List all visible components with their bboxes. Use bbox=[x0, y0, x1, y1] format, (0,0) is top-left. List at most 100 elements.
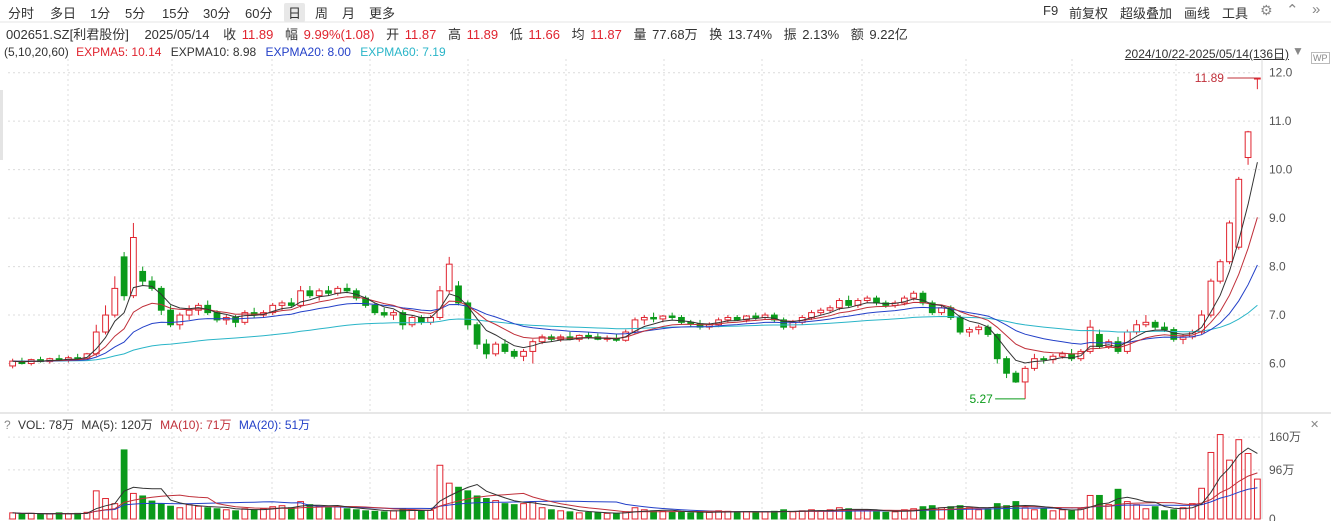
volume-bar bbox=[64, 513, 72, 520]
candle-body bbox=[241, 312, 249, 323]
amplitude-label: 振 bbox=[783, 27, 797, 42]
f9-button[interactable]: F9 bbox=[1043, 3, 1059, 18]
vol-ma20-line bbox=[12, 487, 1258, 515]
candle-body bbox=[306, 290, 314, 297]
adjust-button[interactable]: 前复权 bbox=[1069, 6, 1109, 21]
help-icon[interactable]: ? bbox=[4, 418, 11, 432]
quote-info-bar: 002651.SZ[利君股份] 2025/05/14 收 11.89 幅 9.9… bbox=[6, 24, 910, 42]
volume-tick-label: 96万 bbox=[1269, 463, 1294, 477]
close-volume-icon[interactable]: ✕ bbox=[1310, 419, 1320, 431]
expma-params[interactable]: (5,10,20,60) bbox=[4, 45, 69, 59]
candle-body bbox=[650, 316, 657, 320]
period-tab-month[interactable]: 月 bbox=[342, 6, 356, 21]
expma60-line bbox=[12, 304, 1258, 362]
period-tab-week[interactable]: 周 bbox=[315, 6, 329, 21]
volume-bar bbox=[436, 464, 444, 520]
period-tab-more[interactable]: 更多 bbox=[369, 6, 396, 21]
volume-bar bbox=[1161, 510, 1168, 520]
overlay-button[interactable]: 超级叠加 bbox=[1120, 6, 1173, 21]
period-tab-1min[interactable]: 1分 bbox=[90, 6, 111, 21]
volume-bar bbox=[455, 486, 462, 520]
volume-bar bbox=[966, 507, 973, 520]
draw-line-button[interactable]: 画线 bbox=[1184, 6, 1211, 21]
candle-body bbox=[659, 315, 667, 320]
volume-bar bbox=[1188, 503, 1196, 520]
volume-bar bbox=[900, 509, 908, 520]
volume-tick-label: 0 bbox=[1269, 512, 1276, 521]
period-tab-60min[interactable]: 60分 bbox=[245, 6, 273, 21]
date-range-selector[interactable]: 2024/10/22-2025/05/14(136日) bbox=[1124, 47, 1289, 61]
expand-icon[interactable]: » bbox=[1312, 1, 1321, 18]
volume-bar bbox=[130, 492, 137, 520]
volume-bar bbox=[1077, 508, 1085, 520]
volume-bar bbox=[445, 482, 453, 520]
volume-bar bbox=[1012, 501, 1020, 520]
candle-body bbox=[1021, 367, 1029, 383]
candle-body bbox=[325, 290, 332, 294]
volume-bar bbox=[1179, 507, 1187, 520]
candle-body bbox=[678, 316, 685, 323]
candle-body bbox=[1244, 131, 1252, 159]
volume-bar bbox=[185, 504, 193, 520]
price-tick-label: 9.0 bbox=[1269, 211, 1286, 225]
period-tab-15min[interactable]: 15分 bbox=[162, 6, 190, 21]
candle-body bbox=[975, 326, 983, 331]
candle-body bbox=[482, 343, 490, 355]
range-dropdown-icon[interactable]: ▼ bbox=[1292, 44, 1304, 58]
volume-bar bbox=[278, 505, 286, 520]
collapse-icon[interactable]: ⌃ bbox=[1286, 2, 1299, 19]
volume-bar bbox=[548, 509, 555, 520]
volume-bar bbox=[195, 505, 202, 520]
volume-bar bbox=[1096, 494, 1103, 520]
vol-ma5: MA(5): 120万 bbox=[81, 418, 153, 432]
candle-body bbox=[427, 316, 435, 323]
volume-bar bbox=[687, 512, 695, 520]
candle-body bbox=[148, 280, 156, 289]
open-label: 开 bbox=[386, 27, 400, 42]
candle-body bbox=[826, 307, 834, 311]
volume-bar bbox=[176, 507, 184, 520]
volume-bar bbox=[873, 511, 880, 520]
volume-bar bbox=[984, 508, 992, 520]
candle-body bbox=[185, 309, 193, 316]
candle-body bbox=[1003, 358, 1010, 374]
candle-body bbox=[1170, 329, 1178, 340]
volume-bar bbox=[808, 509, 815, 520]
candle-body bbox=[380, 312, 388, 316]
settings-icon[interactable]: ⚙ bbox=[1260, 2, 1273, 18]
candle-body bbox=[1058, 353, 1066, 357]
volume-bar bbox=[817, 510, 825, 520]
volume-bar bbox=[222, 509, 230, 520]
volume-bar bbox=[269, 506, 277, 520]
volume-bar bbox=[1244, 452, 1252, 520]
volume-bar bbox=[352, 509, 360, 520]
candle-body bbox=[780, 319, 788, 328]
amplitude-value: 2.13% bbox=[802, 27, 840, 42]
volume-bar bbox=[260, 508, 267, 520]
tools-button[interactable]: 工具 bbox=[1222, 6, 1249, 21]
volume-bar bbox=[241, 508, 249, 520]
candle-body bbox=[102, 314, 109, 333]
period-tab-5min[interactable]: 5分 bbox=[125, 6, 146, 21]
wp-icon[interactable]: WP bbox=[1311, 52, 1330, 64]
period-tab-30min[interactable]: 30分 bbox=[203, 6, 231, 21]
volume-bar bbox=[325, 507, 332, 520]
volume-bar bbox=[613, 513, 620, 520]
period-tab-multiday[interactable]: 多日 bbox=[50, 6, 77, 21]
volume-bar bbox=[371, 510, 379, 520]
period-tab-fenshi[interactable]: 分时 bbox=[8, 6, 35, 21]
candle-body bbox=[139, 270, 147, 282]
volume-bar bbox=[27, 512, 35, 520]
volume-bar bbox=[1133, 504, 1140, 520]
volume-legend: ? VOL: 78万 MA(5): 120万 MA(10): 71万 MA(20… bbox=[4, 416, 310, 433]
volume-bar bbox=[863, 510, 871, 520]
volume-bar bbox=[232, 510, 239, 520]
candle-body bbox=[668, 315, 676, 318]
candle-body bbox=[492, 343, 500, 355]
volume-bar bbox=[705, 511, 713, 520]
candle-body bbox=[640, 316, 648, 321]
period-tab-day[interactable]: 日 bbox=[284, 3, 306, 22]
volume-bar bbox=[111, 503, 119, 520]
volume-bar bbox=[891, 511, 899, 520]
